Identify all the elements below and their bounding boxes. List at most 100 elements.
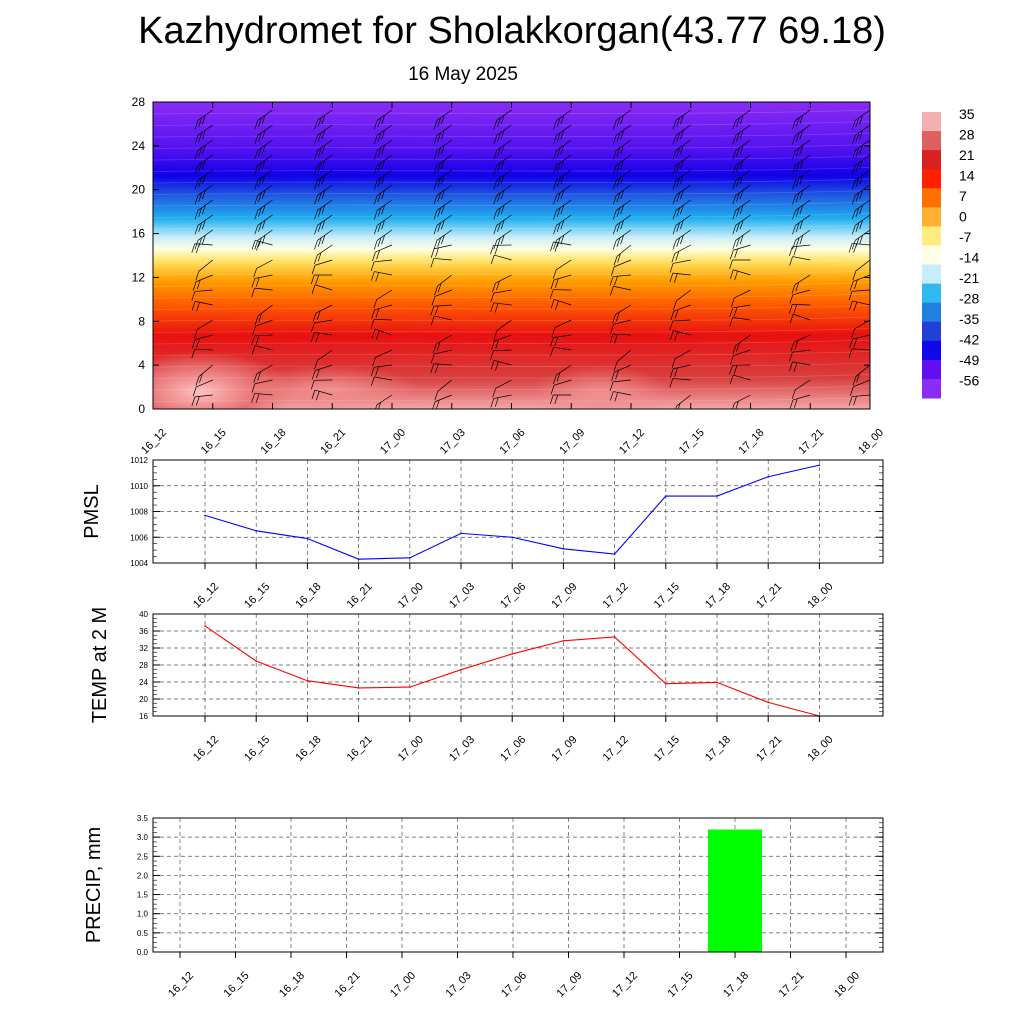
wind-barb bbox=[251, 379, 273, 393]
y-tick-label: 16 bbox=[139, 712, 148, 721]
wind-barb bbox=[314, 229, 333, 250]
wind-barb bbox=[434, 274, 452, 296]
wind-barb bbox=[251, 287, 273, 298]
data-point bbox=[255, 660, 257, 662]
wind-barb bbox=[254, 214, 273, 235]
contour-line bbox=[153, 339, 870, 345]
wind-barb bbox=[851, 214, 870, 235]
wind-barb bbox=[613, 244, 632, 266]
data-point bbox=[613, 636, 616, 638]
contour-line bbox=[153, 385, 870, 391]
wind-barb bbox=[672, 214, 691, 235]
y-tick-label: 4 bbox=[138, 358, 145, 372]
data-point bbox=[562, 639, 565, 642]
wind-barb bbox=[191, 243, 213, 254]
wind-barb bbox=[251, 334, 273, 346]
wind-barb bbox=[851, 154, 870, 175]
x-tick-label: 16_15 bbox=[199, 427, 229, 457]
x-tick-label: 17_15 bbox=[652, 581, 682, 611]
x-tick-label: 17_12 bbox=[617, 427, 647, 457]
wind-barb bbox=[430, 258, 452, 268]
x-tick-label: 17_00 bbox=[378, 427, 408, 457]
wind-barb bbox=[153, 155, 154, 156]
x-tick-label: 17_12 bbox=[601, 734, 631, 764]
wind-barb bbox=[611, 364, 632, 382]
x-tick-label: 16_12 bbox=[139, 427, 169, 457]
wind-barb bbox=[430, 363, 452, 374]
wind-barb bbox=[311, 259, 333, 275]
wind-barb bbox=[672, 184, 691, 205]
wind-barb bbox=[373, 109, 393, 130]
wind-barb bbox=[373, 289, 393, 309]
data-point bbox=[562, 548, 565, 550]
wind-barb bbox=[371, 304, 393, 319]
y-tick-label: 8 bbox=[138, 314, 145, 328]
wind-barb bbox=[550, 379, 572, 395]
contour-line bbox=[153, 144, 870, 149]
colorbar-label: -49 bbox=[959, 352, 979, 368]
wind-barb bbox=[789, 256, 811, 266]
wind-barb bbox=[792, 139, 811, 160]
wind-barb bbox=[549, 394, 572, 405]
wind-barb bbox=[314, 169, 333, 190]
wind-barb bbox=[849, 379, 870, 396]
wind-barb bbox=[729, 364, 751, 375]
wind-barb bbox=[552, 259, 572, 279]
colorbar-swatch bbox=[922, 340, 941, 361]
wind-barb bbox=[669, 319, 691, 331]
x-tick-label: 17_18 bbox=[737, 427, 767, 457]
x-tick-label: 16_18 bbox=[259, 427, 289, 457]
wind-barb bbox=[789, 361, 811, 372]
wind-barb bbox=[375, 394, 393, 409]
contour-line bbox=[153, 270, 870, 276]
data-point bbox=[460, 668, 462, 671]
wind-barb bbox=[254, 154, 273, 175]
colorbar-swatch bbox=[922, 131, 941, 151]
colorbar-label: 7 bbox=[959, 188, 967, 204]
wind-barb bbox=[191, 394, 213, 406]
y-tick-label: 1.0 bbox=[137, 910, 149, 919]
wind-barb bbox=[852, 364, 870, 386]
x-tick-label: 17_18 bbox=[721, 970, 751, 1000]
data-point bbox=[665, 495, 667, 497]
data-point bbox=[613, 553, 616, 555]
wind-barb bbox=[671, 349, 691, 368]
x-tick-label: 18_00 bbox=[805, 581, 835, 611]
wind-barb bbox=[311, 389, 333, 401]
wind-barb bbox=[550, 334, 572, 347]
data-point bbox=[306, 679, 309, 682]
wind-barb bbox=[672, 124, 691, 145]
wind-barb bbox=[433, 124, 452, 145]
wind-barb bbox=[153, 335, 154, 336]
plot-frame bbox=[152, 817, 884, 953]
colorbar-swatch bbox=[922, 378, 941, 399]
wind-barb bbox=[433, 169, 452, 190]
wind-barb bbox=[314, 124, 333, 145]
data-point bbox=[357, 558, 360, 560]
wind-barb bbox=[612, 169, 632, 190]
wind-barb bbox=[789, 349, 811, 362]
wind-barb bbox=[789, 394, 811, 409]
temp-panel: 16 20 24 28 32 36 40 16_12 16_15 16_18 16_21 17_00 1… bbox=[89, 607, 884, 764]
x-tick-label: 16_18 bbox=[293, 734, 323, 764]
wind-barb bbox=[792, 199, 811, 220]
wind-barb bbox=[193, 319, 213, 339]
data-point bbox=[665, 682, 667, 685]
wind-barb bbox=[610, 285, 632, 296]
wind-barb bbox=[732, 109, 751, 130]
wind-barb bbox=[851, 169, 870, 190]
y-axis-label: TEMP at 2 M bbox=[89, 607, 111, 723]
colorbar-swatch bbox=[922, 188, 941, 208]
colorbar-label: -35 bbox=[959, 311, 979, 327]
wind-barb bbox=[251, 240, 273, 251]
wind-barb bbox=[493, 214, 512, 235]
wind-barb bbox=[553, 199, 572, 220]
data-point bbox=[204, 514, 206, 517]
wind-barb bbox=[672, 169, 691, 190]
wind-barb bbox=[672, 229, 691, 250]
wind-barb bbox=[490, 254, 512, 265]
wind-barb bbox=[194, 214, 213, 235]
wind-barb bbox=[553, 109, 572, 130]
wind-barb bbox=[310, 379, 333, 390]
wind-barb bbox=[849, 274, 870, 291]
